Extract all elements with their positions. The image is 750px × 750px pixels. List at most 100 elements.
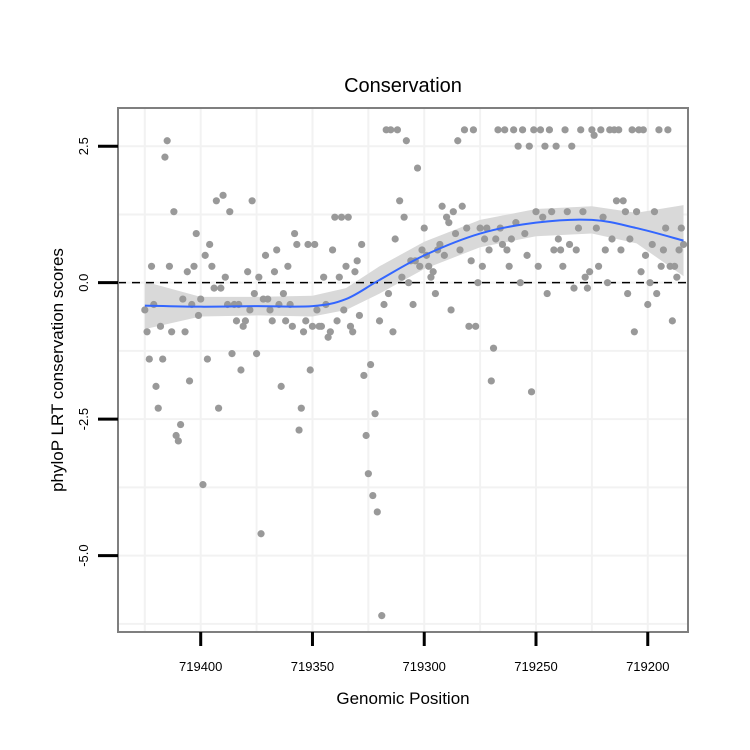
data-point — [335, 273, 343, 281]
data-point — [449, 208, 457, 216]
y-axis-title: phyloP LRT conservation scores — [48, 248, 67, 492]
data-point — [530, 126, 538, 134]
data-point — [463, 224, 471, 232]
data-point — [427, 273, 435, 281]
data-point — [478, 262, 486, 270]
data-point — [659, 246, 668, 254]
data-point — [577, 126, 585, 134]
data-point — [572, 246, 580, 254]
x-tick-label: 719200 — [626, 659, 669, 674]
data-point — [525, 142, 533, 150]
data-point — [516, 279, 524, 287]
data-point — [393, 126, 402, 134]
data-point — [637, 268, 645, 276]
data-point — [630, 328, 638, 336]
x-axis: 719400 719350 719300 719250 719200 — [179, 632, 669, 674]
data-point — [458, 202, 466, 210]
data-point — [565, 240, 574, 249]
data-point — [677, 224, 685, 232]
data-point — [588, 126, 596, 134]
data-point — [670, 262, 679, 270]
data-point — [174, 437, 182, 445]
data-point — [523, 251, 531, 259]
data-point — [498, 240, 507, 249]
data-point — [494, 126, 502, 134]
data-point — [226, 208, 234, 216]
data-point — [279, 289, 288, 298]
data-point — [402, 137, 410, 145]
data-point — [483, 224, 491, 232]
data-points — [141, 126, 688, 620]
confidence-band — [144, 205, 684, 330]
data-point — [282, 317, 290, 325]
data-point — [384, 289, 393, 298]
data-point — [442, 213, 451, 221]
data-point — [217, 284, 225, 292]
data-point — [420, 224, 428, 232]
data-point — [628, 126, 636, 134]
data-point — [290, 229, 299, 238]
data-point — [266, 306, 274, 314]
data-point — [615, 126, 623, 134]
x-tick-label: 719400 — [179, 659, 222, 674]
data-point — [293, 240, 301, 249]
data-point — [619, 197, 627, 205]
data-point — [445, 219, 453, 227]
data-point — [277, 382, 285, 390]
data-point — [176, 420, 185, 429]
data-point — [165, 262, 174, 270]
data-point — [416, 262, 424, 270]
data-point — [201, 251, 209, 259]
data-point — [413, 164, 422, 172]
data-point — [467, 257, 475, 265]
data-point — [295, 426, 303, 434]
data-point — [592, 224, 600, 232]
data-point — [514, 142, 522, 150]
plot-panel — [118, 108, 688, 632]
data-point — [590, 131, 598, 139]
data-point — [346, 322, 355, 330]
data-point — [505, 262, 513, 270]
data-point — [150, 300, 158, 309]
data-point — [161, 153, 169, 161]
data-point — [181, 328, 189, 336]
data-point — [662, 224, 670, 232]
data-point — [366, 360, 375, 369]
data-point — [369, 491, 377, 500]
data-point — [288, 322, 296, 330]
data-point — [418, 246, 426, 254]
data-point — [480, 235, 489, 243]
y-tick-label: -2.5 — [76, 408, 91, 430]
data-point — [244, 268, 252, 276]
data-point — [532, 208, 540, 216]
data-point — [273, 246, 281, 254]
data-point — [539, 213, 547, 221]
data-point — [284, 262, 292, 270]
data-point — [489, 344, 498, 352]
data-point — [355, 311, 364, 320]
data-point — [657, 262, 665, 270]
data-point — [208, 262, 216, 270]
data-point — [550, 246, 558, 254]
data-point — [163, 137, 171, 145]
data-point — [608, 235, 616, 243]
data-point — [362, 431, 370, 440]
chart-title: Conservation — [344, 75, 462, 97]
y-tick-label: 2.5 — [76, 137, 91, 155]
data-point — [206, 240, 214, 249]
data-point — [485, 246, 493, 254]
data-point — [351, 268, 359, 276]
data-point — [492, 235, 500, 243]
data-point — [221, 273, 229, 281]
data-point — [469, 126, 478, 134]
data-point — [518, 126, 527, 134]
data-point — [342, 262, 350, 270]
data-point — [306, 366, 314, 374]
data-point — [431, 289, 440, 298]
x-axis-title: Genomic Position — [336, 689, 469, 708]
data-point — [333, 317, 341, 325]
data-point — [503, 246, 511, 254]
data-point — [440, 251, 448, 259]
data-point — [679, 240, 688, 249]
